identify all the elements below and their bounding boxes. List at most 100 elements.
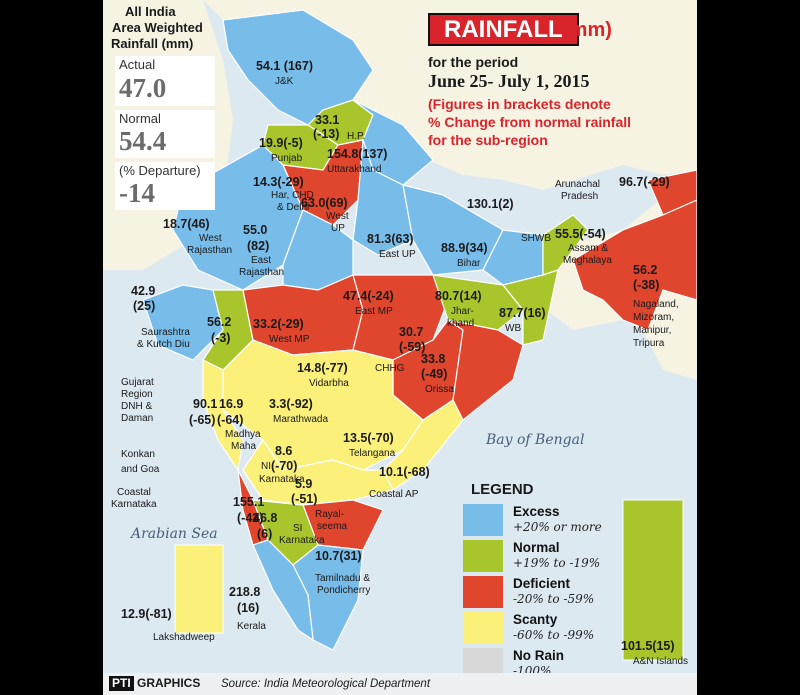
east-up-name: East UP (379, 249, 416, 260)
madhya-maha-value-1: 16.9 (219, 397, 244, 411)
nmmt-name-1: Nagaland, (633, 299, 679, 310)
period-text: June 25- July 1, 2015 (428, 71, 590, 91)
rainfall-unit: (mm) (563, 19, 612, 41)
legend-title: LEGEND (471, 481, 534, 498)
chhg-value-2: (-59) (399, 340, 426, 354)
shwb-value: 130.1(2) (467, 197, 514, 211)
wb-name: WB (505, 323, 522, 334)
all-india-title-3: Rainfall (mm) (111, 36, 194, 51)
rayalaseema-value-1: 5.9 (295, 477, 313, 491)
gujarat-name-1: Gujarat (121, 377, 154, 388)
hp-value: 33.1 (315, 113, 340, 127)
legend-range-normal: +19% to -19% (513, 556, 601, 570)
region-jharkhand (432, 274, 524, 331)
region-konkan (202, 359, 244, 472)
gujarat-value-2: (-3) (211, 331, 231, 345)
normal-box (115, 110, 215, 158)
chhg-value-1: 30.7 (399, 325, 424, 339)
marathwada-name: Marathwada (273, 414, 329, 425)
lakshadweep-name: Lakshadweep (153, 632, 215, 643)
ni-karnataka-name-1: NI (261, 461, 271, 472)
konkan-value-1: 90.1 (193, 397, 218, 411)
legend-label-normal: Normal (513, 540, 560, 555)
saurashtra-name-1: Saurashtra (141, 327, 190, 338)
telangana-value: 13.5(-70) (343, 431, 394, 445)
note-line-3: for the sub-region (428, 132, 548, 148)
hp-name: H.P. (347, 131, 366, 142)
departure-box (115, 162, 215, 210)
east-rajasthan-name-1: East (251, 255, 272, 266)
east-rajasthan-value-2: (82) (247, 239, 270, 253)
gujarat-name-2: Region (121, 389, 153, 400)
rainfall-title-box: RAINFALL (428, 13, 579, 47)
all-india-title-1: All India (125, 4, 176, 19)
legend-item-scanty: Scanty -60% to -99% (463, 612, 613, 648)
orissa-name: Orissa (425, 384, 454, 395)
bay-of-bengal-label: Bay of Bengal (486, 432, 585, 448)
tamilnadu-name-1: Tamilnadu & (315, 573, 371, 584)
west-mp-name: West MP (269, 334, 310, 345)
actual-box (115, 56, 215, 106)
legend-item-excess: Excess +20% or more (463, 504, 613, 540)
west-mp-value: 33.2(-29) (253, 317, 304, 331)
region-coastal-ap (382, 399, 464, 491)
region-wb (501, 269, 559, 346)
haryana-name-1: Har, CHD (271, 190, 314, 201)
rayalaseema-name-2: seema (317, 521, 348, 532)
rainfall-infographic: RAINFALL (mm) for the period June 25- Ju… (103, 0, 697, 695)
assam-name-1: Assam & (568, 243, 609, 254)
east-rajasthan-name-2: Rajasthan (239, 267, 285, 278)
region-telangana-nik (242, 438, 394, 506)
konkan-value-2: (-65) (189, 413, 216, 427)
legend-range-excess: +20% or more (513, 520, 602, 534)
haryana-value: 14.3(-29) (253, 175, 304, 189)
all-india-title-2: Area Weighted (112, 20, 203, 35)
west-rajasthan-name-1: West (199, 233, 222, 244)
jharkhand-name-1: Jhar- (451, 306, 474, 317)
si-karnataka-value-1: 46.8 (253, 511, 278, 525)
west-up-name-1: West (326, 211, 349, 222)
hp-value-2: (-13) (313, 127, 340, 141)
legend-swatch-excess (463, 504, 503, 536)
haryana-name-2: & Delhi (277, 202, 310, 213)
source-text: Source: India Meteorological Department (221, 678, 431, 690)
andaman-name: A&N Islands (633, 656, 689, 667)
madhya-maha-value-2: (-64) (217, 413, 244, 427)
actual-value: 47.0 (119, 73, 167, 103)
arunachal-value: 96.7(-29) (619, 175, 670, 189)
nmmt-value-2: (-38) (633, 278, 660, 292)
normal-value: 54.4 (119, 126, 167, 156)
coastal-karnataka-name-1: Coastal (117, 487, 151, 498)
ni-karnataka-value-2: (-70) (271, 459, 298, 473)
punjab-name: Punjab (271, 153, 303, 164)
si-karnataka-name-1: SI (293, 523, 303, 534)
legend-range-scanty: -60% to -99% (513, 628, 595, 642)
si-karnataka-name-2: Karnataka (279, 535, 325, 546)
legend-label-deficient: Deficient (513, 576, 571, 591)
arunachal-name-2: Pradesh (561, 191, 599, 202)
kerala-value-1: 218.8 (229, 585, 261, 599)
region-kerala (252, 539, 314, 642)
shwb-name: SHWB (521, 233, 551, 244)
note-line-1: (Figures in brackets denote (428, 96, 611, 112)
note-line-2: % Change from normal rainfall (428, 114, 632, 130)
graphics-label: GRAPHICS (137, 676, 201, 690)
gujarat-value-1: 56.2 (207, 315, 232, 329)
uttarakhand-value: 154.8(137) (327, 147, 388, 161)
legend-swatch-deficient (463, 576, 503, 608)
region-arunachal (647, 169, 697, 216)
lakshadweep-value: 12.9(-81) (121, 607, 172, 621)
rayalaseema-name-1: Rayal- (315, 509, 344, 520)
vidarbha-value: 14.8(-77) (297, 361, 348, 375)
departure-label: (% Departure) (119, 163, 201, 178)
tamilnadu-value: 10.7(31) (315, 549, 362, 563)
jk-value: 54.1 (167) (256, 59, 313, 73)
period-label: for the period (428, 54, 519, 70)
madhya-maha-name-1: Madhya (225, 429, 261, 440)
normal-label: Normal (119, 111, 161, 126)
legend-item-deficient: Deficient -20% to -59% (463, 576, 613, 612)
andaman-value: 101.5(15) (621, 639, 675, 653)
legend: LEGEND Excess +20% or more Normal +19% t… (463, 481, 613, 680)
coastal-karnataka-name-2: Karnataka (111, 499, 157, 510)
jharkhand-value: 80.7(14) (435, 289, 482, 303)
